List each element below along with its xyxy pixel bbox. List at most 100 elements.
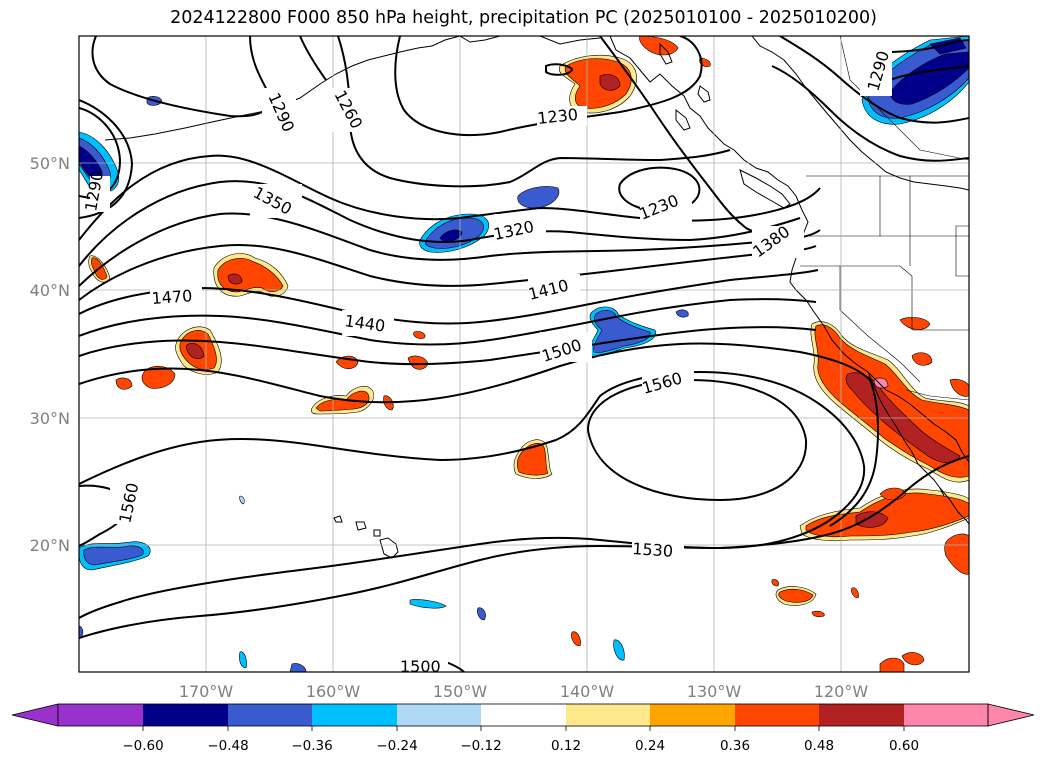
hawaii-islands xyxy=(333,515,343,523)
coastlines xyxy=(104,36,969,559)
state-border xyxy=(800,265,913,277)
colorbar-tick-label: 0.24 xyxy=(635,738,665,754)
positive-precip-patch xyxy=(851,587,859,599)
colorbar-tick-label: −0.60 xyxy=(122,738,163,754)
coastline xyxy=(751,36,969,191)
positive-precip-patch xyxy=(599,74,621,91)
lat-label-20n: 20°N xyxy=(30,536,70,555)
positive-precip-patch xyxy=(899,317,931,330)
contour-label-bg xyxy=(328,88,362,132)
bc-islands xyxy=(675,108,691,131)
colorbar-segment xyxy=(566,704,650,726)
positive-precip-patch xyxy=(778,588,814,603)
positive-precip-patch xyxy=(564,58,632,109)
us-mexico-border xyxy=(905,389,969,401)
negative-precip-patch xyxy=(289,663,307,672)
contour-1230-small xyxy=(545,63,574,76)
colorbar-segment xyxy=(58,704,143,726)
negative-precip-patch xyxy=(613,639,625,661)
contour-label: 1230 xyxy=(536,105,578,128)
negative-precip-patch xyxy=(477,607,486,621)
contour-1530 xyxy=(79,455,969,639)
contour-1380 xyxy=(79,212,821,287)
contour-label-bg xyxy=(632,538,684,560)
contour-1260-top-right xyxy=(779,36,969,124)
hawaii-islands xyxy=(373,529,381,537)
contour-1410 xyxy=(79,243,817,301)
colorbar-tick-label: 0.12 xyxy=(551,738,581,754)
contour-inner-low xyxy=(91,36,272,118)
alaska-coastline xyxy=(539,36,601,45)
positive-precip-patch xyxy=(413,331,426,339)
contour-label: 1500 xyxy=(400,657,441,676)
contour-1560-right xyxy=(829,379,879,527)
lat-label-50n: 50°N xyxy=(30,154,70,173)
state-border xyxy=(955,225,969,277)
contour-1350 xyxy=(79,154,821,241)
contour-label-bg xyxy=(150,286,202,308)
negative-precip-patch xyxy=(889,51,969,105)
colorbar-tick-label: −0.24 xyxy=(376,738,417,754)
contour-label-bg xyxy=(342,310,394,336)
hawaii-islands xyxy=(379,537,399,559)
baja-coastline xyxy=(867,371,945,497)
colorbar-tick-label: 0.48 xyxy=(804,738,834,754)
colorbar-segment xyxy=(904,704,988,726)
lon-label-170w: 170°W xyxy=(179,682,234,701)
contour-1560-big xyxy=(79,370,866,619)
contour-label-bg xyxy=(396,656,448,676)
contour-1230-lower xyxy=(618,166,701,213)
bc-islands xyxy=(697,85,711,103)
colorbar-segment xyxy=(819,704,904,726)
negative-precip-patch xyxy=(409,599,447,609)
negative-precip-patch xyxy=(239,495,245,505)
hawaii-islands xyxy=(355,521,367,531)
lon-label-140w: 140°W xyxy=(560,682,615,701)
colorbar-ticks xyxy=(142,726,905,731)
positive-precip-patch xyxy=(115,377,133,390)
canada-province-border xyxy=(839,36,969,161)
colorbar-tick-label: −0.48 xyxy=(207,738,248,754)
colorbar: −0.60 −0.48 −0.36 −0.24 −0.12 0.12 0.24 … xyxy=(11,703,1035,754)
negative-precip-patch xyxy=(83,545,144,566)
contour-1290-top-right2 xyxy=(889,65,969,81)
contour-label-bg xyxy=(752,226,804,258)
positive-precip-patch xyxy=(141,365,176,389)
colorbar-tick-label: −0.36 xyxy=(291,738,332,754)
colorbar-segment xyxy=(312,704,397,726)
colorbar-tick-label: −0.12 xyxy=(460,738,501,754)
lon-label-130w: 130°W xyxy=(687,682,742,701)
colorbar-frame xyxy=(57,703,989,727)
positive-precip-patch xyxy=(227,273,243,285)
latitude-labels: 50°N 40°N 30°N 20°N xyxy=(30,154,70,555)
positive-precip-patch xyxy=(805,492,969,538)
aleutian-coastline xyxy=(104,36,461,141)
contour-1440 xyxy=(79,298,817,346)
vancouver-island xyxy=(739,169,791,209)
contour-1530-upper xyxy=(79,342,871,404)
state-border xyxy=(839,266,921,383)
positive-precip-patch xyxy=(811,610,825,618)
positive-precip-patch xyxy=(944,533,969,575)
contour-label-bg xyxy=(640,192,692,222)
positive-precip-patch xyxy=(901,652,925,666)
contour-1500 xyxy=(79,326,817,366)
colorbar-tick-label: 0.36 xyxy=(720,738,750,754)
state-border xyxy=(911,276,969,331)
positive-precip-patch xyxy=(185,343,205,359)
positive-precip-patch xyxy=(873,377,889,389)
contour-label-bg xyxy=(494,214,546,242)
precipitation-shading xyxy=(79,36,969,672)
positive-precip-patch xyxy=(911,352,933,366)
colorbar-tick-label: 0.60 xyxy=(889,738,919,754)
colorbar-extend-low xyxy=(11,703,59,727)
political-borders xyxy=(800,36,969,401)
contour-label-bg xyxy=(90,176,110,212)
contour-label-backgrounds xyxy=(90,46,892,676)
positive-precip-patch xyxy=(571,631,581,647)
contour-label-bg xyxy=(540,332,592,362)
contour-label-bg xyxy=(250,184,302,218)
bc-islands xyxy=(659,42,673,65)
lat-label-30n: 30°N xyxy=(30,409,70,428)
